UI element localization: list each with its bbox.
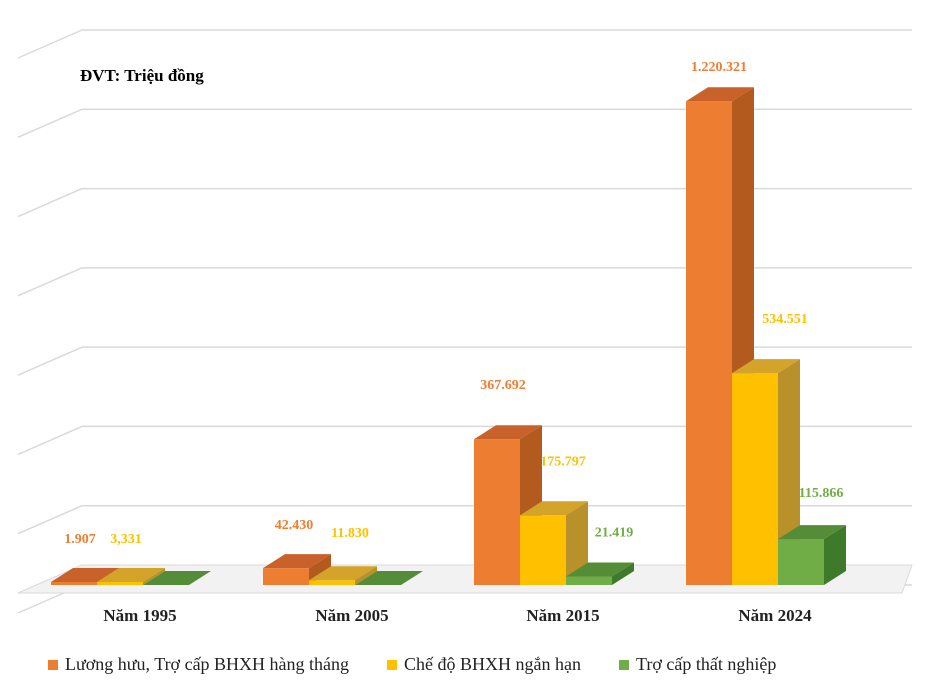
- legend-item-pension: Lương hưu, Trợ cấp BHXH hàng tháng: [48, 654, 349, 675]
- data-label: 21.419: [595, 526, 634, 541]
- bar-side: [143, 568, 165, 585]
- bar-front: [778, 539, 824, 585]
- bar-front: [566, 576, 612, 585]
- bar-top: [263, 554, 331, 569]
- data-label: 115.866: [799, 486, 844, 501]
- bar-front: [263, 568, 309, 585]
- legend-label-pension: Lương hưu, Trợ cấp BHXH hàng tháng: [65, 654, 350, 674]
- gridline-depth: [17, 505, 83, 535]
- data-label: 11.830: [331, 526, 369, 541]
- bar-top: [97, 568, 165, 582]
- legend-label-short-term: Chế độ BHXH ngắn hạn: [404, 654, 582, 674]
- data-label: 175.797: [540, 454, 586, 469]
- data-label: 3,331: [110, 532, 142, 547]
- data-label: 367.692: [480, 378, 526, 393]
- bar-front: [309, 580, 355, 585]
- gridline-depth: [17, 346, 83, 376]
- bar-side: [778, 359, 800, 585]
- legend: Lương hưu, Trợ cấp BHXH hàng tháng Chế đ…: [48, 654, 814, 675]
- category-label: Năm 2024: [738, 606, 812, 625]
- bar-front: [51, 582, 97, 585]
- data-label: 1.220.321: [691, 60, 747, 75]
- bar-front: [474, 439, 520, 585]
- legend-swatch-unemployment: [619, 659, 630, 670]
- category-label: Năm 2015: [526, 606, 599, 625]
- legend-item-short-term: Chế độ BHXH ngắn hạn: [387, 654, 581, 675]
- category-labels: Năm 1995 Năm 2005 Năm 2015 Năm 2024: [103, 606, 812, 625]
- bar-top: [143, 571, 211, 585]
- bar-top: [309, 566, 377, 581]
- bar-front: [686, 101, 732, 585]
- data-labels: 1.907 3,331 42.430 11.830 367.692 175.797 21.4…: [64, 60, 843, 547]
- bar-side: [566, 501, 588, 585]
- gridline-depth: [17, 425, 83, 456]
- gridline-depth: [17, 108, 83, 138]
- data-label: 1.907: [64, 532, 96, 547]
- category-label: Năm 1995: [103, 606, 176, 625]
- bar-side: [355, 566, 377, 585]
- bar-front: [97, 582, 143, 585]
- bar-top: [686, 87, 754, 102]
- bar-front: [732, 373, 778, 585]
- gridline-depth: [17, 29, 83, 59]
- legend-item-unemployment: Trợ cấp thất nghiệp: [619, 654, 776, 675]
- bars: [51, 87, 846, 585]
- bar-top: [355, 571, 423, 585]
- category-label: Năm 2005: [315, 606, 388, 625]
- legend-swatch-short-term: [387, 659, 398, 670]
- gridline-depth: [17, 267, 83, 297]
- unit-label: ĐVT: Triệu đồng: [80, 66, 204, 85]
- data-label: 42.430: [275, 518, 314, 533]
- bar-top: [520, 501, 588, 516]
- bar-front: [520, 515, 566, 585]
- bar-side: [824, 525, 846, 585]
- legend-label-unemployment: Trợ cấp thất nghiệp: [636, 654, 777, 674]
- bar-top: [474, 425, 542, 440]
- data-label: 534.551: [762, 312, 808, 327]
- legend-swatch-pension: [48, 659, 58, 670]
- bar-side: [612, 562, 634, 585]
- bar-top: [566, 562, 634, 577]
- gridline-depth: [17, 187, 83, 218]
- bar-top: [51, 568, 119, 582]
- bar-top: [732, 359, 800, 374]
- bar-top: [778, 525, 846, 540]
